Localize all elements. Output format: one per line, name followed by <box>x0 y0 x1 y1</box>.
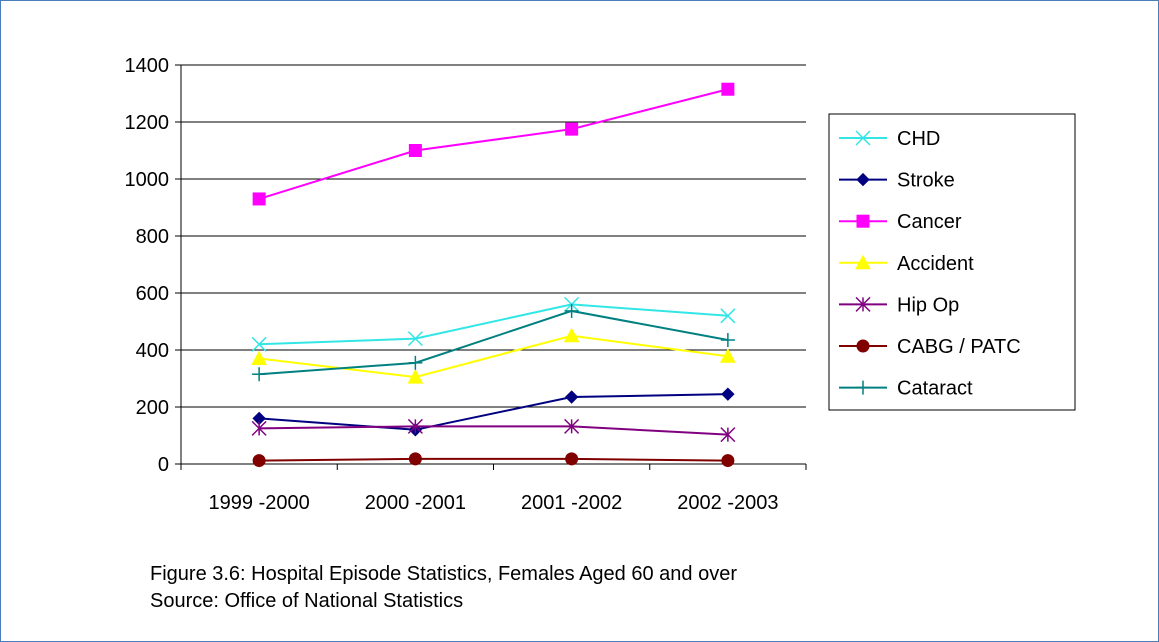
series-line-stroke <box>259 393 728 431</box>
series-lines <box>251 82 736 468</box>
data-point-accident <box>563 327 580 343</box>
x-tick-label: 2002 -2003 <box>677 492 778 514</box>
legend-label: CABG / PATC <box>897 336 1021 358</box>
data-point-accident <box>251 350 267 366</box>
legend-label: Stroke <box>897 170 955 192</box>
data-point-cancer <box>721 82 735 96</box>
y-tick-label: 600 <box>136 283 169 305</box>
gridlines <box>181 64 806 408</box>
y-tick-label: 800 <box>136 226 169 248</box>
data-point-cabg-patc <box>721 454 735 468</box>
legend-marker <box>856 214 870 228</box>
series-cataract <box>252 303 735 382</box>
series-line-chd <box>259 303 728 346</box>
series-line-cabg-patc <box>259 457 728 462</box>
legend-marker <box>856 339 870 353</box>
legend-entry-cataract: Cataract <box>839 378 973 400</box>
series-hip-op <box>251 418 736 443</box>
legend-marker <box>855 296 871 312</box>
data-point-hip-op <box>720 427 736 443</box>
legend-label: CHD <box>897 128 940 150</box>
legend-entry-hip-op: Hip Op <box>839 294 959 316</box>
legend-entry-cabg-patc: CABG / PATC <box>839 336 1021 358</box>
data-point-stroke <box>564 390 579 404</box>
legend-entry-accident: Accident <box>839 253 974 275</box>
data-point-chd <box>251 336 267 352</box>
legend-marker <box>856 380 870 395</box>
data-point-cabg-patc <box>408 452 422 466</box>
legend-label: Accident <box>897 253 974 275</box>
legend-entry-stroke: Stroke <box>839 170 955 192</box>
series-cabg-patc <box>252 452 735 468</box>
legend-label: Cataract <box>897 378 973 400</box>
data-point-chd <box>720 308 736 324</box>
data-point-cataract <box>720 333 735 348</box>
data-point-cabg-patc <box>565 452 579 466</box>
legend-label: Cancer <box>897 211 962 233</box>
data-point-hip-op <box>251 420 267 436</box>
figure-source: Source: Office of National Statistics <box>150 590 464 612</box>
y-tick-label: 1200 <box>125 112 170 134</box>
series-cancer <box>252 82 735 206</box>
series-stroke <box>252 387 735 437</box>
line-chart: 0 200 400 600 800 1000 1200 1400 1999 -2000 2000 … <box>125 55 1076 514</box>
y-tick-label: 400 <box>136 340 169 362</box>
x-tick-label: 2001 -2002 <box>521 492 622 514</box>
legend-marker <box>855 254 871 270</box>
legend-entry-cancer: Cancer <box>839 211 962 233</box>
x-tick-label: 1999 -2000 <box>209 492 310 514</box>
y-tick-label: 1000 <box>125 169 170 191</box>
series-line-cataract <box>259 309 729 376</box>
data-point-cabg-patc <box>252 454 266 468</box>
legend-marker <box>856 172 870 187</box>
axes: 0 200 400 600 800 1000 1200 1400 1999 -2000 2000 … <box>125 55 807 514</box>
data-point-hip-op <box>564 418 580 434</box>
data-point-hip-op <box>407 418 423 434</box>
legend: CHD Stroke Cancer Accident Hip Op CABG / PATC… <box>828 113 1076 411</box>
data-point-accident <box>407 369 424 384</box>
data-point-cancer <box>408 144 422 157</box>
data-point-cancer <box>565 122 579 136</box>
data-point-cancer <box>252 192 266 206</box>
data-point-cataract <box>252 367 267 382</box>
data-point-chd <box>407 331 423 347</box>
data-point-cataract <box>408 355 423 370</box>
data-point-stroke <box>721 387 735 401</box>
legend-marker <box>855 130 871 146</box>
series-line-hip-op <box>259 425 728 436</box>
legend-label: Hip Op <box>897 294 959 316</box>
data-point-cataract <box>564 303 579 318</box>
y-tick-label: 0 <box>158 454 169 476</box>
data-point-accident <box>720 348 736 363</box>
series-chd <box>251 296 736 352</box>
x-tick-label: 2000 -2001 <box>365 492 466 514</box>
y-tick-label: 1400 <box>125 55 170 77</box>
figure-caption: Figure 3.6: Hospital Episode Statistics,… <box>150 563 737 585</box>
series-line-cancer <box>258 88 729 200</box>
y-tick-label: 200 <box>136 397 169 419</box>
legend-entry-chd: CHD <box>839 128 940 150</box>
